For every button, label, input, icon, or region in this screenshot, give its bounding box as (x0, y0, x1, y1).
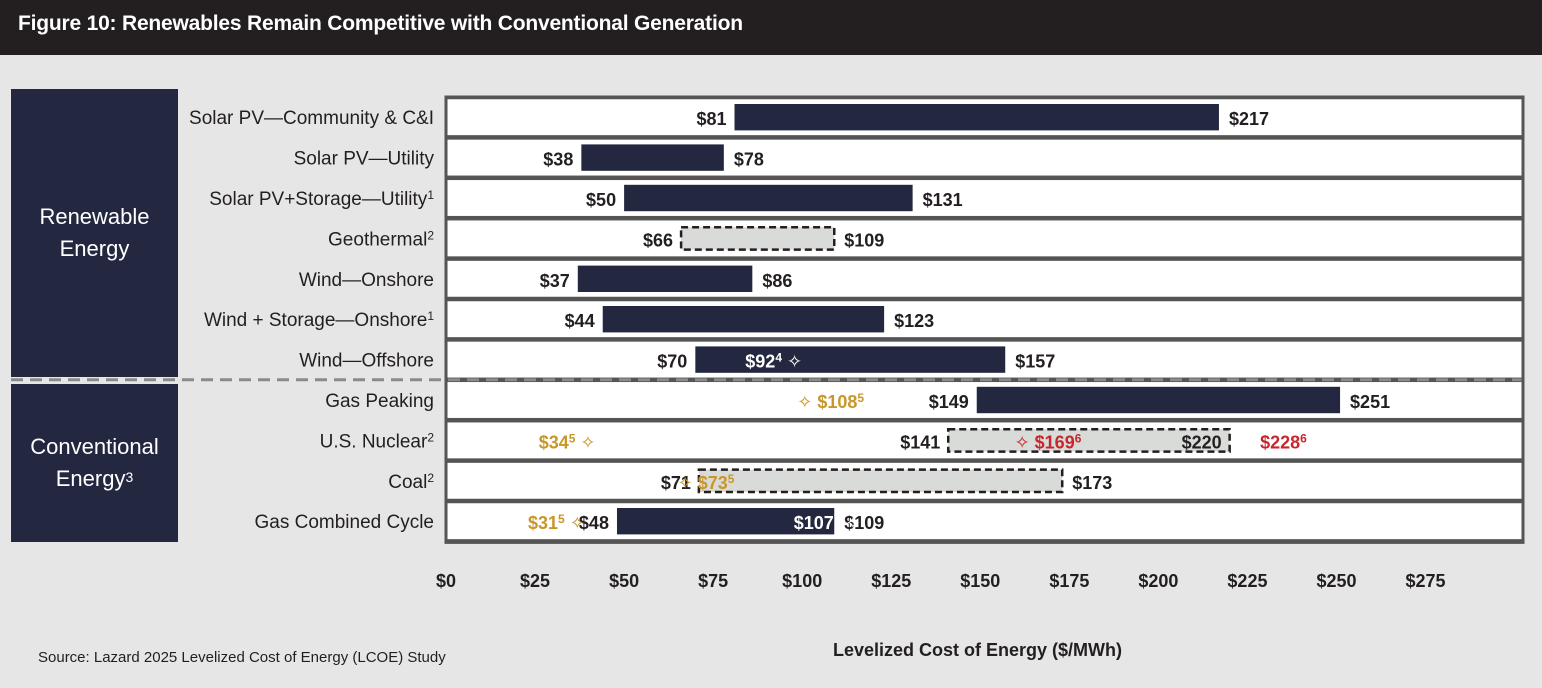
conventional-group-footnote: 3 (125, 469, 134, 485)
high-value-label: $86 (762, 271, 792, 291)
low-value-label: $81 (696, 109, 726, 129)
range-bar (577, 265, 753, 292)
conventional-energy-group: Conventional Energy3 (11, 384, 178, 542)
x-tick-label: $125 (871, 571, 911, 591)
low-value-label: $141 (900, 432, 940, 452)
range-bar-dashed (697, 468, 1064, 494)
x-axis-title: Levelized Cost of Energy ($/MWh) (833, 640, 1123, 660)
category-label: Solar PV+Storage—Utility1 (209, 188, 434, 210)
x-tick-label: $225 (1227, 571, 1267, 591)
source-note: Source: Lazard 2025 Levelized Cost of En… (38, 649, 446, 666)
range-bar (602, 306, 885, 333)
x-tick-label: $275 (1406, 571, 1446, 591)
low-value-label: $71 (661, 473, 691, 493)
low-value-label: $66 (643, 230, 673, 250)
low-value-label: $48 (579, 513, 609, 533)
low-value-label: $38 (543, 150, 573, 170)
range-bar (616, 508, 835, 535)
range-bar-dashed (679, 225, 836, 251)
low-value-label: $149 (929, 392, 969, 412)
high-value-label: $220 (1182, 432, 1222, 452)
renewable-energy-group: Renewable Energy (11, 89, 178, 377)
renewable-group-label-line1: Renewable (39, 204, 150, 229)
range-bar-dashed (946, 427, 1231, 453)
x-tick-label: $175 (1049, 571, 1089, 591)
benchmark-marker-label: $924 ✧ (745, 351, 802, 372)
x-tick-label: $200 (1138, 571, 1178, 591)
category-label: Gas Combined Cycle (254, 512, 434, 533)
x-tick-label: $250 (1316, 571, 1356, 591)
high-value-label: $251 (1350, 392, 1390, 412)
category-label: Solar PV—Community & C&I (189, 108, 434, 129)
x-tick-label: $100 (782, 571, 822, 591)
benchmark-marker-label: $315 ✧ (528, 512, 585, 533)
conventional-group-label-line2: Energy (55, 466, 126, 491)
range-bar (976, 386, 1341, 414)
benchmark-marker-label: ✧ $735 (678, 472, 735, 493)
category-label: Wind—Offshore (299, 351, 434, 372)
plot-frame (444, 95, 1525, 544)
low-value-label: $37 (540, 271, 570, 291)
conventional-group-label-line1: Conventional (30, 434, 159, 459)
high-value-label: $173 (1072, 473, 1112, 493)
x-tick-label: $50 (609, 571, 639, 591)
range-bar (734, 104, 1219, 131)
benchmark-marker-label: ✧ $1696 (1015, 431, 1082, 452)
range-bar (624, 184, 913, 212)
high-value-label: $157 (1015, 352, 1055, 372)
category-label: Coal2 (388, 471, 434, 493)
range-bar (695, 346, 1006, 373)
benchmark-marker-label: $2286 (1260, 431, 1307, 452)
category-label: U.S. Nuclear2 (320, 430, 435, 452)
x-tick-label: $0 (436, 571, 456, 591)
renewable-group-label-line2: Energy (59, 236, 130, 261)
high-value-label: $123 (894, 311, 934, 331)
high-value-label: $78 (734, 150, 764, 170)
range-bar (581, 144, 724, 171)
x-tick-label: $25 (520, 571, 550, 591)
low-value-label: $44 (565, 311, 595, 331)
x-tick-label: $75 (698, 571, 728, 591)
category-label: Solar PV—Utility (294, 149, 435, 170)
row-panel (444, 217, 1525, 259)
x-tick-label: $150 (960, 571, 1000, 591)
high-value-label: $109 (844, 230, 884, 250)
category-label: Wind + Storage—Onshore1 (204, 309, 434, 331)
high-value-label: $131 (923, 190, 963, 210)
low-value-label: $70 (657, 352, 687, 372)
benchmark-marker-label: $1077 ✧ (794, 512, 861, 533)
benchmark-marker-label: $345 ✧ (539, 431, 596, 452)
title-bar: Figure 10: Renewables Remain Competitive… (0, 0, 1542, 55)
high-value-label: $217 (1229, 109, 1269, 129)
category-label: Gas Peaking (325, 391, 434, 412)
high-value-label: $109 (844, 513, 884, 533)
benchmark-marker-label: ✧ $1085 (797, 391, 864, 412)
category-label: Geothermal2 (328, 228, 434, 250)
category-label: Wind—Onshore (299, 270, 434, 291)
figure-title: Figure 10: Renewables Remain Competitive… (18, 12, 743, 35)
low-value-label: $50 (586, 190, 616, 210)
